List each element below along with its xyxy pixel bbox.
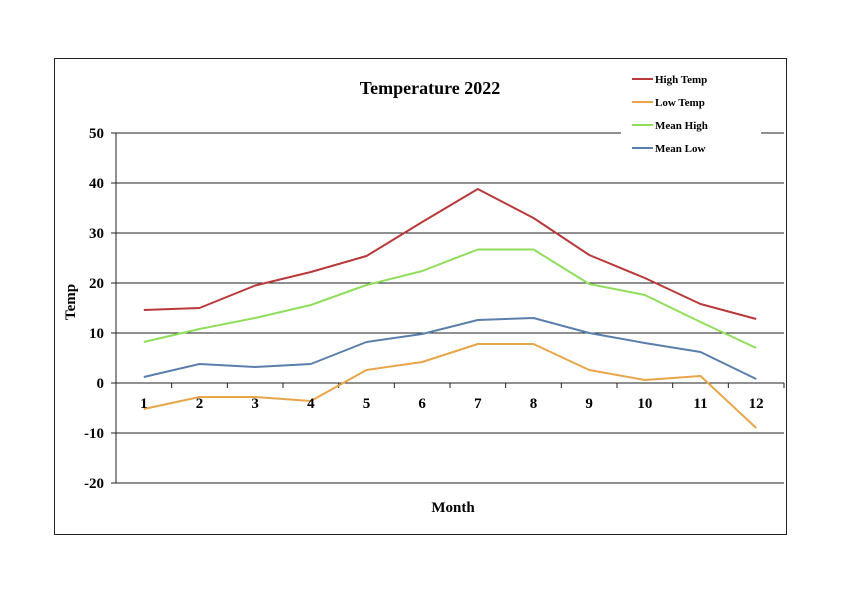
x-tick-label: 8 [530,396,538,412]
series-line-mean-low [143,317,757,380]
x-tick-label: 12 [749,396,764,412]
x-tick-label: 9 [585,396,593,412]
series-line-low-temp [143,343,757,429]
x-tick-label: 5 [363,396,371,412]
chart-title: Temperature 2022 [360,78,500,98]
y-tick-label: -20 [84,476,104,492]
legend-entry: Low Temp [655,97,705,109]
x-tick-label: 6 [418,396,426,412]
legend-entry: Mean Low [655,143,705,155]
series-line-high-temp [143,188,757,320]
y-axis-label: Temp [63,284,79,320]
legend-entry: High Temp [655,74,707,86]
chart-frame: -20 -10 0 10 20 30 40 50 1 2 3 4 5 6 7 8 9 10 11 12 Tempera… [54,58,787,535]
legend: High Temp Low Temp Mean High Mean Low [621,67,761,163]
series-line-mean-high [143,248,757,349]
x-tick-label: 4 [307,396,315,412]
y-tick-label: 0 [97,376,105,392]
y-tick-label: 20 [89,276,104,292]
series-lines [143,188,757,429]
axes [115,133,785,483]
x-tick-label: 11 [693,396,707,412]
y-tick-label: -10 [84,426,104,442]
x-axis-label: Month [431,500,475,516]
x-tick-label: 1 [140,396,148,412]
y-tick-label: 10 [89,326,104,342]
y-tick-label: 50 [89,126,104,142]
y-tick-label: 30 [89,226,104,242]
x-tick-label: 3 [251,396,259,412]
x-tick-label: 2 [196,396,204,412]
gridlines [111,132,784,484]
legend-entry: Mean High [655,120,708,132]
x-tick-label: 7 [474,396,482,412]
x-tick-label: 10 [637,396,652,412]
y-tick-label: 40 [89,176,104,192]
